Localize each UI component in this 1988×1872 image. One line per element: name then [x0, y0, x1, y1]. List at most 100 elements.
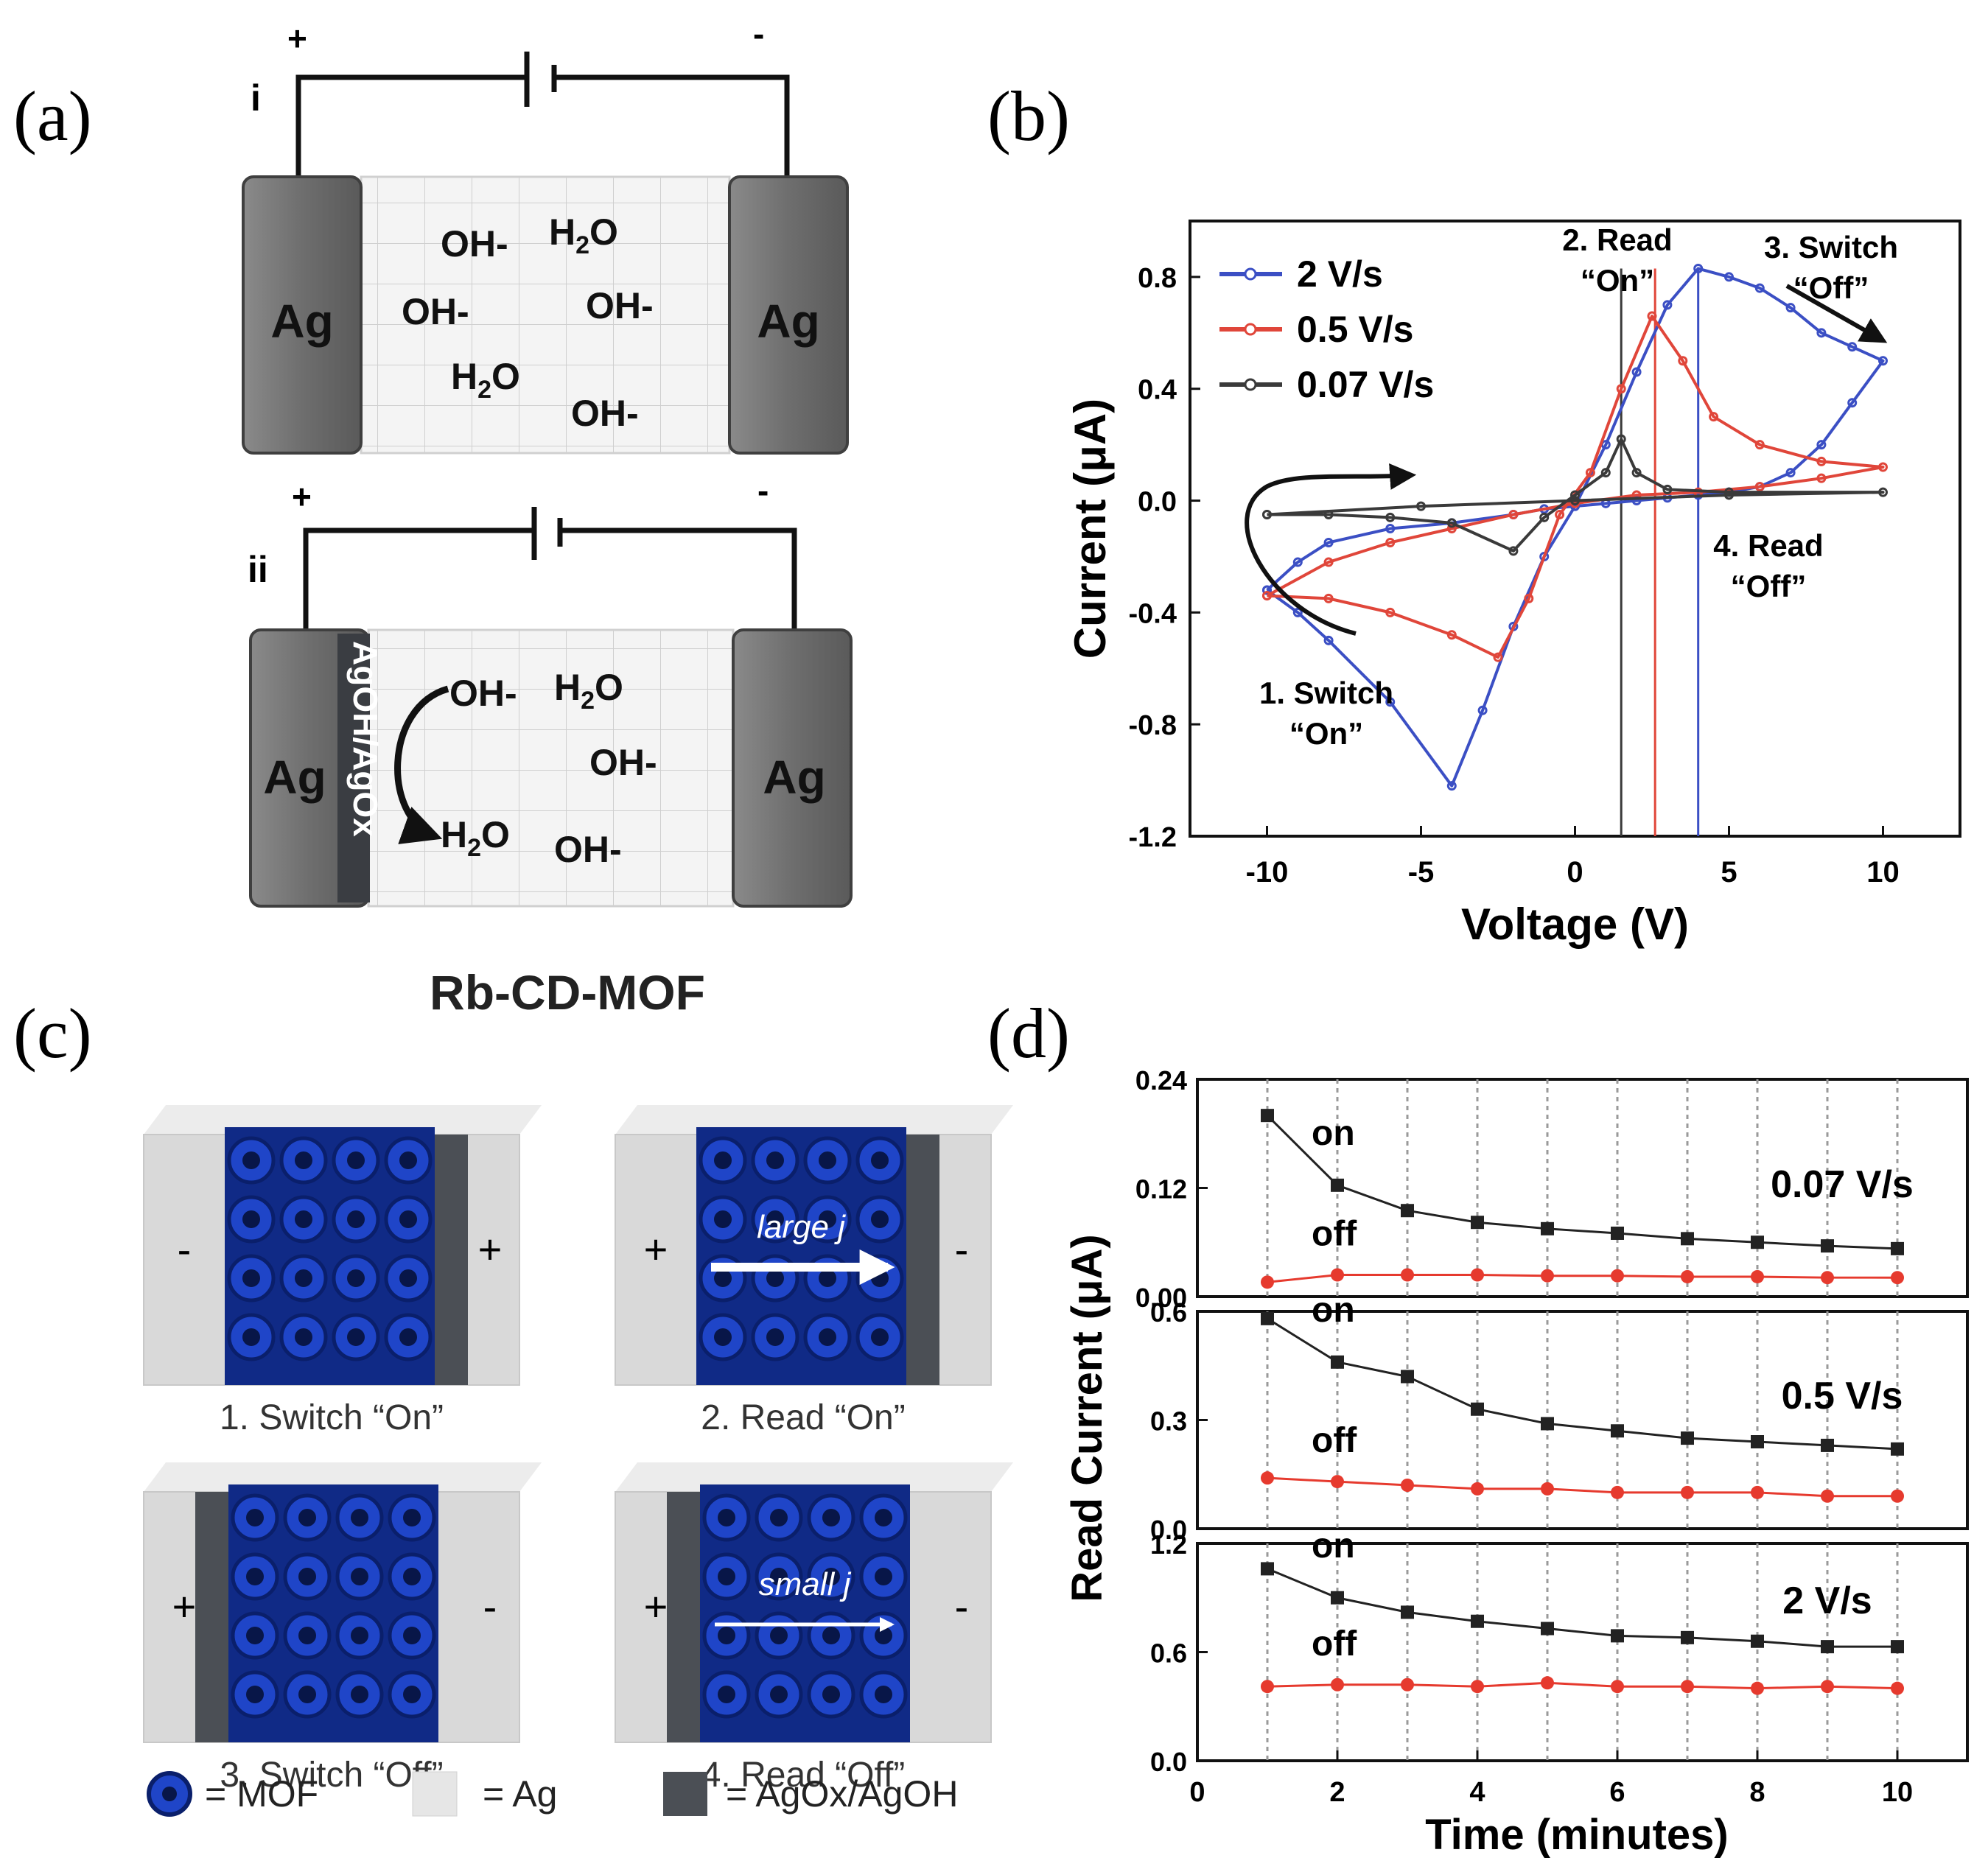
ag-label-right-i: Ag	[757, 295, 819, 348]
mof-pore	[718, 1568, 735, 1585]
ag-label-left-ii: Ag	[263, 751, 326, 804]
series-point-b	[1693, 264, 1704, 274]
series-point-b	[1570, 490, 1580, 500]
mof-pore	[403, 1686, 421, 1703]
series-point-d	[1751, 1269, 1764, 1283]
mof-pore	[714, 1151, 732, 1169]
mof-pore	[718, 1509, 735, 1526]
legend-label-b: 0.07 V/s	[1297, 364, 1434, 405]
series-point-d	[1331, 1268, 1344, 1282]
series-point-d	[1821, 1239, 1834, 1253]
mof-pore	[351, 1568, 368, 1585]
mof-pore	[298, 1509, 316, 1526]
series-line-d	[1267, 1274, 1897, 1283]
device-cell-2: + - large j 2. Read “On”	[615, 1105, 1013, 1437]
series-point-b	[1647, 311, 1657, 321]
series-point-d	[1751, 1634, 1764, 1648]
subplot-1: 0.00 0.12 0.24 on off 0.07 V/s	[1135, 1065, 1969, 1313]
y-tick-label-b: -0.8	[1129, 710, 1177, 741]
panel-c: - +1. Switch “On” + - large j 2. Read “On” + - 3…	[143, 1105, 1013, 1817]
mof-pore	[871, 1151, 889, 1169]
oxide-layer	[906, 1135, 939, 1385]
panel-label-d: (d)	[987, 994, 1070, 1073]
species-ii: OH- H2O OH- H2O OH-	[441, 667, 657, 870]
mof-pore	[875, 1509, 892, 1526]
series-point-b	[1816, 328, 1827, 338]
mof-pore	[295, 1328, 312, 1346]
annotation-b-line1: 1. Switch	[1259, 676, 1393, 710]
y-tick-label-b: 0.8	[1138, 263, 1177, 294]
series-point-b	[1446, 518, 1457, 528]
series-label-d: off	[1312, 1215, 1357, 1254]
wire-i	[295, 74, 790, 177]
mof-pore	[822, 1509, 840, 1526]
series-point-b	[1493, 652, 1503, 662]
cell-caption: 2. Read “On”	[701, 1398, 905, 1437]
series-point-b	[1570, 496, 1580, 506]
series-point-b	[1724, 272, 1734, 282]
ag-electrode-right-ii	[732, 628, 853, 908]
series-point-d	[1891, 1489, 1904, 1503]
series-point-b	[1754, 482, 1765, 492]
x-axis-label-b: Voltage (V)	[1461, 900, 1689, 949]
device-cell-4: + - small j 4. Read “Off”	[615, 1462, 1013, 1795]
mof-pore	[819, 1210, 836, 1228]
series-line-d	[1267, 1568, 1897, 1648]
series-point-b	[1878, 462, 1888, 472]
y-tick-label-d: 0.3	[1150, 1406, 1187, 1437]
series-point-b	[1785, 468, 1796, 478]
panel-label-c: (c)	[13, 994, 92, 1073]
species-i-oh4: OH-	[571, 393, 639, 434]
mof-pore	[242, 1210, 260, 1228]
series-point-b	[1555, 510, 1565, 520]
series-point-d	[1681, 1630, 1694, 1644]
mof-pore	[403, 1627, 421, 1644]
series-point-b	[1631, 468, 1642, 478]
series-point-b	[1416, 501, 1426, 511]
mof-caption: Rb-CD-MOF	[430, 965, 705, 1020]
y-tick-label-d: 0.6	[1150, 1297, 1187, 1328]
series-point-b	[1724, 490, 1734, 500]
series-point-b	[1616, 384, 1626, 394]
y-tick-label-b: -0.4	[1129, 598, 1177, 629]
oxide-layer	[435, 1135, 468, 1385]
subplot-2: 0.0 0.3 0.6 on off 0.5 V/s	[1150, 1291, 1969, 1545]
species-i-oh1: OH-	[441, 223, 508, 264]
mof-pore	[246, 1568, 264, 1585]
mof-pore	[875, 1627, 892, 1644]
series-point-b	[1446, 630, 1457, 640]
mof-pore	[766, 1151, 784, 1169]
series-point-d	[1611, 1485, 1624, 1499]
mof-pore	[714, 1210, 732, 1228]
species-ii-oh3: OH-	[554, 829, 622, 870]
annotation-b-line1: 3. Switch	[1764, 230, 1898, 264]
legend-swatch-marker-b	[1244, 378, 1257, 391]
mof-pore	[718, 1627, 735, 1644]
series-point-b	[1709, 412, 1719, 422]
y-tick-label-d: 0.0	[1150, 1515, 1187, 1545]
series-point-d	[1261, 1562, 1274, 1576]
mof-pore	[819, 1269, 836, 1287]
species-ii-oh2: OH-	[589, 742, 657, 783]
series-point-b	[1524, 593, 1534, 603]
series-point-d	[1541, 1676, 1554, 1690]
series-point-d	[1401, 1479, 1414, 1492]
minus-sign-ii: -	[757, 471, 769, 510]
series-point-b	[1477, 705, 1488, 715]
series-point-d	[1401, 1204, 1414, 1218]
series-point-b	[1662, 484, 1673, 494]
mof-pore	[347, 1328, 365, 1346]
mof-pore	[347, 1151, 365, 1169]
series-point-b	[1847, 398, 1858, 408]
series-line-b	[1267, 438, 1885, 553]
series-point-b	[1385, 697, 1396, 707]
series-point-b	[1616, 434, 1626, 444]
series-point-d	[1681, 1269, 1694, 1283]
mof-pore	[246, 1509, 264, 1526]
series-point-d	[1611, 1629, 1624, 1643]
species-ii-h2o1: H2O	[554, 667, 623, 715]
series-point-d	[1261, 1311, 1274, 1325]
series-point-b	[1508, 546, 1519, 556]
series-point-d	[1821, 1680, 1834, 1694]
